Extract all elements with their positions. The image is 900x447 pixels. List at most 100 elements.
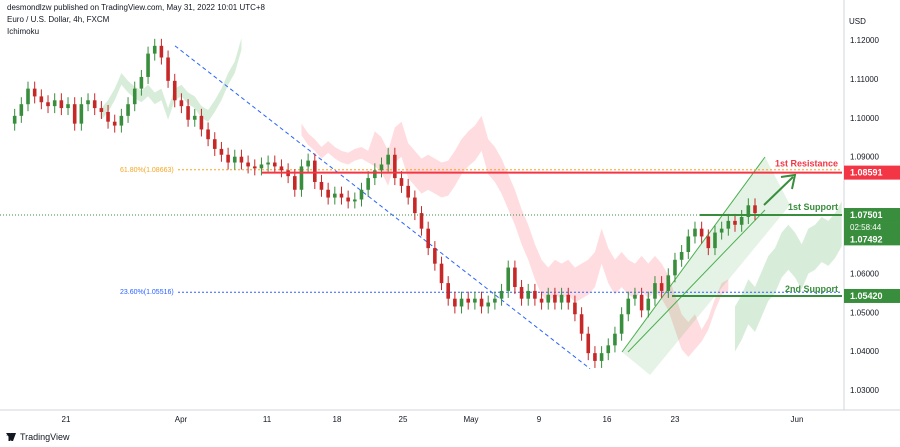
candle-body bbox=[426, 228, 430, 249]
fib-label-0: 61.80%(1.08663) bbox=[120, 167, 174, 174]
candle bbox=[199, 108, 204, 137]
publisher-info: desmondlzw published on TradingView.com,… bbox=[7, 3, 266, 12]
candle-body bbox=[393, 154, 397, 179]
candle-body bbox=[146, 53, 150, 77]
candle bbox=[453, 291, 457, 314]
candle bbox=[679, 245, 684, 267]
level-value-1: 1.07501 bbox=[850, 210, 883, 220]
candle bbox=[146, 46, 150, 84]
x-tick-label-5: May bbox=[463, 415, 478, 424]
candle bbox=[746, 198, 751, 224]
candle bbox=[279, 159, 284, 178]
candle-body bbox=[446, 283, 450, 299]
candle-body bbox=[19, 104, 24, 116]
candles bbox=[12, 38, 757, 368]
currency-label: USD bbox=[849, 17, 866, 26]
candle bbox=[306, 153, 310, 174]
candle bbox=[726, 213, 731, 236]
candle-body bbox=[192, 115, 197, 120]
candle-body bbox=[699, 228, 704, 237]
secondary-price-value: 1.07492 bbox=[850, 234, 883, 244]
candle-body bbox=[92, 100, 97, 109]
candle-body bbox=[52, 100, 57, 107]
candle-body bbox=[459, 298, 464, 307]
candle bbox=[172, 73, 177, 108]
candle-body bbox=[713, 232, 717, 249]
candle-body bbox=[353, 199, 357, 202]
y-tick-label-2: 1.10000 bbox=[850, 114, 879, 123]
candle-body bbox=[46, 102, 50, 107]
candle bbox=[206, 122, 210, 147]
candle-body bbox=[753, 205, 757, 214]
candle bbox=[606, 338, 611, 361]
level-badge-1 bbox=[844, 208, 900, 223]
candle bbox=[26, 81, 30, 112]
candle bbox=[119, 108, 124, 133]
candle bbox=[99, 101, 104, 119]
candle bbox=[266, 155, 270, 172]
candle-body bbox=[112, 121, 117, 126]
candle bbox=[386, 147, 390, 172]
candle-body bbox=[719, 228, 724, 233]
candle-body bbox=[399, 178, 404, 186]
candle bbox=[533, 283, 537, 306]
candle-body bbox=[272, 162, 277, 167]
candle-body bbox=[466, 298, 471, 303]
candle bbox=[599, 346, 604, 368]
candle-body bbox=[573, 302, 577, 315]
candle bbox=[646, 291, 651, 318]
candle-body bbox=[419, 213, 424, 229]
candle bbox=[299, 159, 304, 197]
y-tick-label-3: 1.09000 bbox=[850, 153, 879, 162]
candle-body bbox=[59, 100, 64, 109]
candle bbox=[513, 260, 517, 295]
candle bbox=[92, 93, 97, 116]
candle bbox=[706, 229, 711, 256]
candle bbox=[239, 149, 244, 170]
candle-body bbox=[539, 298, 544, 303]
candle-body bbox=[306, 160, 310, 167]
candle bbox=[566, 287, 571, 310]
candle-body bbox=[546, 294, 551, 303]
candle bbox=[52, 93, 57, 114]
candle bbox=[79, 97, 84, 131]
candle bbox=[39, 89, 44, 110]
candle-body bbox=[219, 148, 224, 155]
candle bbox=[626, 291, 631, 322]
y-tick-label-1: 1.11000 bbox=[850, 75, 879, 84]
y-tick-label-0: 1.12000 bbox=[850, 36, 879, 45]
level-name-0: 1st Resistance bbox=[775, 159, 838, 169]
candle-body bbox=[239, 156, 244, 163]
candle-body bbox=[606, 345, 611, 354]
candle bbox=[693, 221, 697, 244]
projection-arrow-head bbox=[780, 173, 797, 190]
candle bbox=[112, 114, 117, 133]
cloud-bearish bbox=[301, 115, 729, 358]
candle bbox=[32, 81, 37, 104]
y-tick-label-5: 1.05000 bbox=[850, 308, 879, 317]
fib-label-1: 23.60%(1.05516) bbox=[120, 289, 174, 296]
x-tick-label-1: Apr bbox=[175, 415, 188, 424]
candle bbox=[259, 157, 264, 176]
candle bbox=[433, 241, 437, 271]
candle bbox=[713, 225, 717, 256]
candle-body bbox=[232, 156, 237, 163]
candle-body bbox=[599, 353, 604, 361]
candle-body bbox=[159, 45, 164, 58]
candle bbox=[66, 97, 70, 116]
candle-body bbox=[152, 45, 157, 54]
candle-body bbox=[439, 263, 444, 284]
candle bbox=[739, 209, 744, 232]
candle bbox=[192, 108, 197, 127]
candle bbox=[19, 97, 24, 123]
candle bbox=[439, 256, 444, 291]
candle-body bbox=[386, 154, 390, 165]
cloud-bullish-late bbox=[734, 201, 842, 352]
candle-body bbox=[186, 106, 190, 120]
y-tick-label-4: 1.06000 bbox=[850, 269, 879, 278]
candle bbox=[613, 326, 617, 353]
candle-body bbox=[706, 236, 711, 249]
candle bbox=[579, 307, 584, 341]
candle bbox=[86, 93, 90, 112]
